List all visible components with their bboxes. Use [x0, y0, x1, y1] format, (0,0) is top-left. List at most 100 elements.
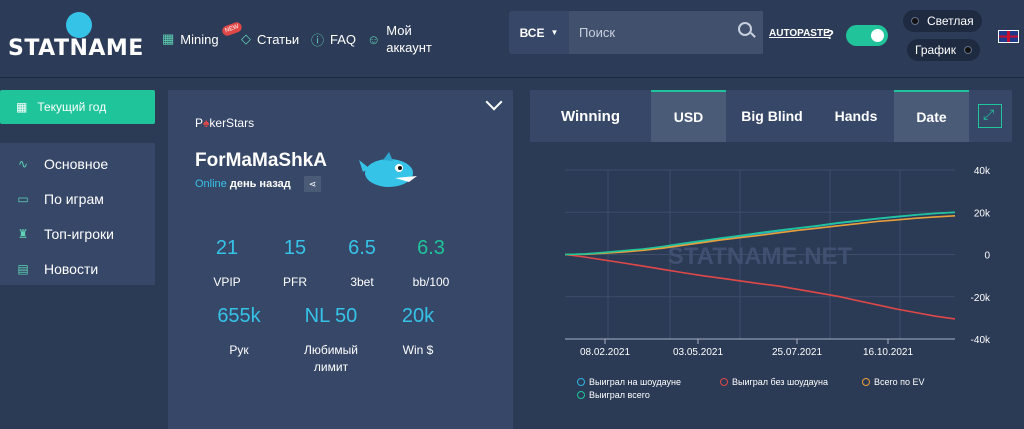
player-name: ForMaMaShkA — [195, 150, 327, 171]
stat-label: Win $ — [402, 343, 434, 357]
pulse-icon: ∿ — [17, 156, 29, 171]
expand-icon[interactable] — [978, 104, 1002, 128]
x-tick-label: 03.05.2021 — [673, 347, 723, 358]
legend-check-icon — [862, 378, 870, 386]
search-input[interactable] — [569, 11, 763, 54]
room-logo-rest: kerStars — [209, 116, 255, 130]
theme-toggle[interactable]: Светлая — [903, 10, 982, 32]
sidebar-item-top-players[interactable]: ♜ Топ-игроки — [0, 216, 155, 251]
x-tick-label: 08.02.2021 — [580, 347, 630, 358]
autopaste-link[interactable]: AUTOPASTE — [769, 28, 830, 39]
room-select[interactable]: ВСЕ ▼ — [509, 11, 569, 54]
news-icon: ▤ — [17, 261, 29, 276]
stat-fav-limit: NL 50 Любимый лимит — [295, 305, 367, 376]
series-line — [564, 215, 956, 256]
stat-value: 15 — [283, 237, 307, 259]
series-line — [564, 253, 956, 320]
stat-label: 3bet — [350, 275, 374, 289]
stat-label: Рук — [229, 343, 249, 357]
user-icon: ☺ — [367, 31, 381, 47]
legend-label: Выиграл без шоудауна — [732, 377, 828, 387]
spade-icon: ♠ — [203, 116, 210, 130]
trophy-icon: ♜ — [17, 226, 29, 241]
logo-fish-icon — [66, 12, 92, 38]
theme-label: Светлая — [927, 14, 974, 28]
legend-showdown[interactable]: Выиграл на шоудауне — [577, 377, 681, 387]
uk-flag-icon[interactable] — [998, 30, 1019, 43]
help-icon[interactable]: ? — [826, 27, 834, 42]
stat-value: NL 50 — [304, 305, 358, 327]
stat-value: 655k — [217, 305, 261, 327]
room-logo: P♠kerStars — [195, 116, 254, 130]
chart-tabs: Winning USD Big Blind Hands Date — [530, 90, 1012, 142]
current-year-button[interactable]: ▦ Текущий год — [0, 90, 155, 124]
autopaste-toggle[interactable] — [846, 25, 888, 46]
stat-vpip: 21 VPIP — [192, 237, 262, 291]
y-tick-label: 20k — [974, 208, 991, 219]
tab-hands[interactable]: Hands — [834, 108, 878, 124]
sidebar-item-games[interactable]: ▭ По играм — [0, 181, 155, 216]
stat-pfr: 15 PFR — [260, 237, 330, 291]
last-seen: день назад — [229, 178, 291, 190]
y-tick-label: -40k — [971, 335, 991, 346]
graph-dot-icon — [964, 46, 972, 54]
sidebar-item-label: Основное — [44, 155, 109, 172]
sidebar: ∿ Основное ▭ По играм ♜ Топ-игроки ▤ Новости — [0, 143, 155, 285]
watermark: STATNAME.NET — [668, 243, 853, 270]
sidebar-item-main[interactable]: ∿ Основное — [0, 146, 155, 181]
graph-toggle[interactable]: График — [907, 39, 980, 61]
nav-account-label: Мой аккаунт — [386, 23, 432, 55]
stat-3bet: 6.5 3bet — [327, 237, 397, 291]
legend-label: Всего по EV — [874, 377, 925, 387]
theme-dot-icon — [911, 17, 919, 25]
calendar-icon: ▦ — [16, 100, 28, 114]
legend-non-showdown[interactable]: Выиграл без шоудауна — [720, 377, 828, 387]
winnings-chart: 40k 20k 0 -20k -40k 08.02.2021 03.05.2021 25.07… — [564, 166, 991, 358]
legend-check-icon — [720, 378, 728, 386]
stat-value: 21 — [215, 237, 239, 259]
legend-check-icon — [577, 378, 585, 386]
stat-label: Любимый лимит — [303, 343, 359, 374]
stat-label: bb/100 — [412, 275, 450, 289]
stat-value: 20k — [401, 305, 435, 327]
legend-ev[interactable]: Всего по EV — [862, 377, 924, 387]
grid-icon: ▦ — [162, 31, 175, 46]
nav-faq[interactable]: ⓘ FAQ — [311, 0, 356, 78]
chart-title: Winning — [560, 107, 620, 125]
legend-check-icon — [577, 391, 585, 399]
current-year-label: Текущий год — [37, 100, 107, 114]
tab-date[interactable]: Date — [894, 90, 969, 142]
tab-big-blind[interactable]: Big Blind — [741, 108, 803, 124]
nav-account[interactable]: ☺ Мой аккаунт — [367, 0, 441, 78]
sidebar-item-label: Топ-игроки — [44, 225, 114, 242]
y-tick-label: 40k — [974, 166, 991, 177]
stat-label: VPIP — [213, 275, 241, 289]
nav-articles[interactable]: ◇ Статьи — [241, 0, 299, 78]
online-label: Online — [195, 178, 227, 190]
question-icon: ⓘ — [311, 32, 325, 48]
table-icon: ▭ — [17, 191, 29, 206]
legend-label: Выиграл всего — [589, 390, 650, 400]
legend-total[interactable]: Выиграл всего — [577, 390, 650, 400]
y-tick-label: -20k — [971, 293, 991, 304]
nav-mining[interactable]: ▦ Mining — [162, 0, 219, 78]
stat-hands: 655k Рук — [204, 305, 274, 359]
stat-value: 6.3 — [417, 237, 445, 259]
x-tick-label: 25.07.2021 — [772, 347, 822, 358]
diamond-icon: ◇ — [241, 31, 251, 46]
legend-label: Выиграл на шоудауне — [589, 377, 681, 387]
search-icon[interactable] — [738, 22, 752, 36]
tab-usd[interactable]: USD — [651, 90, 726, 142]
player-status: Online день назад — [195, 178, 291, 190]
room-select-label: ВСЕ — [519, 25, 545, 40]
logo[interactable]: STATNAME — [8, 36, 144, 61]
y-tick-label: 0 — [984, 251, 990, 262]
x-tick-label: 16.10.2021 — [863, 347, 913, 358]
stat-label: PFR — [283, 275, 307, 289]
sidebar-item-label: Новости — [44, 260, 99, 277]
graph-label: График — [915, 43, 956, 57]
series-line — [564, 211, 956, 256]
sidebar-item-label: По играм — [44, 190, 104, 207]
share-icon[interactable]: ⋖ — [304, 176, 321, 192]
sidebar-item-news[interactable]: ▤ Новости — [0, 251, 155, 286]
